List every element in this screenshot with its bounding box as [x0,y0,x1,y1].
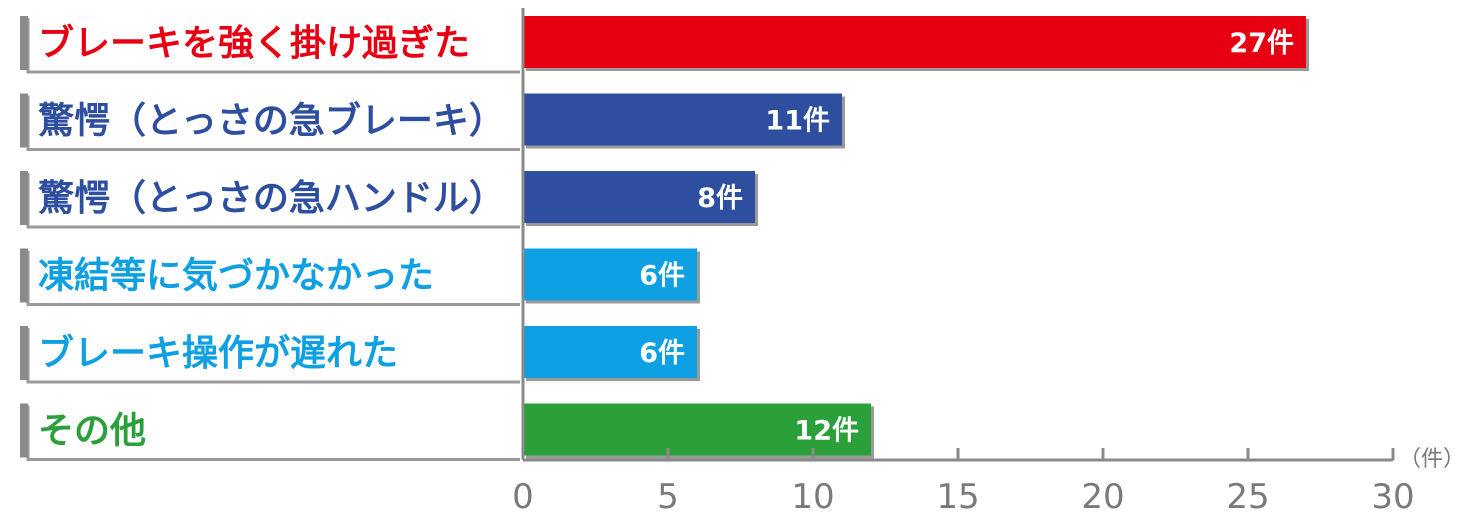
bar [523,171,755,223]
x-tick-label: 10 [791,477,834,517]
x-axis-unit-label: （件） [1399,447,1465,472]
bar [523,93,842,146]
x-tick-label: 30 [1371,477,1414,517]
category-label: ブレーキを強く掛け過ぎた [38,22,470,64]
bar-value-label: 6件 [639,338,685,369]
bar-value-label: 27件 [1229,28,1294,59]
bar-value-label: 8件 [697,183,743,214]
x-axis: （件） [521,8,1465,472]
category-label: 驚愕（とっさの急ハンドル） [38,178,505,219]
x-tick-label: 0 [512,477,534,517]
bar [523,248,697,301]
category-label: 驚愕（とっさの急ブレーキ） [38,100,505,142]
category-label-accent [20,326,28,380]
x-tick-label: 15 [936,477,979,517]
bar [523,403,871,456]
bar-value-label: 12件 [794,416,859,447]
category-label-accent [20,171,28,225]
category-label-accent [20,248,28,303]
bars-group: 27件 11件 8件 6件 6件 12件 [523,16,1309,459]
category-label-accent [20,93,28,148]
x-tick-label: 5 [657,477,679,517]
x-axis-ticks: 0 5 10 15 20 25 30 [512,448,1415,517]
category-label: その他 [38,411,146,452]
bar [523,16,1306,68]
bar-value-label: 6件 [639,261,685,292]
x-tick-label: 20 [1081,477,1124,517]
category-label-accent [20,403,28,458]
category-label: 凍結等に気づかなかった [38,256,434,297]
category-label-accent [20,16,28,70]
x-tick-label: 25 [1226,477,1269,517]
bar-value-label: 11件 [765,106,830,137]
category-label: ブレーキ操作が遅れた [38,332,398,374]
bar [523,326,697,378]
